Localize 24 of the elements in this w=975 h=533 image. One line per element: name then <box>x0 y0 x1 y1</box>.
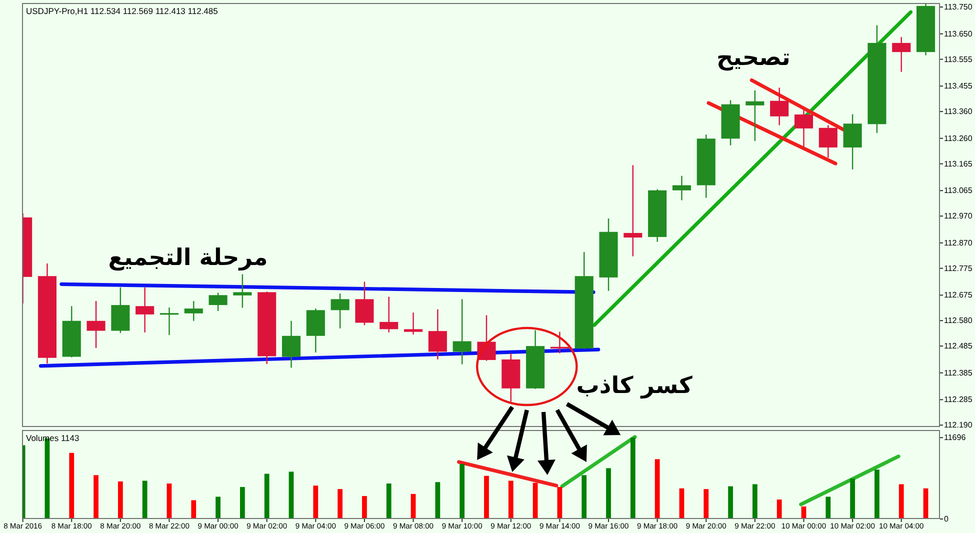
y-tick-label: 113.065 <box>944 186 973 196</box>
chart-title: Volumes 1143 <box>26 433 80 443</box>
y-tick-label: 112.190 <box>944 420 973 430</box>
y-tick-label: 113.650 <box>944 29 973 38</box>
y-tick-label: 112.970 <box>944 212 973 221</box>
y-tick-label: 11696 <box>944 433 966 442</box>
y-tick-label: 112.775 <box>944 264 973 273</box>
y-tick-label: 112.870 <box>944 238 973 248</box>
y-tick-label: 113.750 <box>944 2 973 12</box>
y-tick-label: 113.165 <box>944 159 973 168</box>
y-tick-label: 113.360 <box>944 107 973 116</box>
y-tick-label: 113.555 <box>944 54 973 64</box>
y-tick-label: 113.260 <box>944 134 973 143</box>
chart-title: USDJPY-Pro,H1 112.534 112.569 112.413 112.485 <box>26 6 218 16</box>
annotation: كسر كاذب <box>576 373 693 399</box>
y-tick-label: 113.455 <box>944 82 973 91</box>
y-tick-label: 0 <box>944 514 949 524</box>
y-tick-label: 112.580 <box>944 316 973 326</box>
annotation: مرحلة التجميع <box>108 245 268 271</box>
y-tick-label: 112.675 <box>944 290 973 300</box>
y-tick-label: 112.385 <box>944 368 973 378</box>
y-tick-label: 112.285 <box>944 395 973 404</box>
annotation: تصحيح <box>716 45 790 71</box>
y-tick-label: 112.485 <box>944 342 973 351</box>
